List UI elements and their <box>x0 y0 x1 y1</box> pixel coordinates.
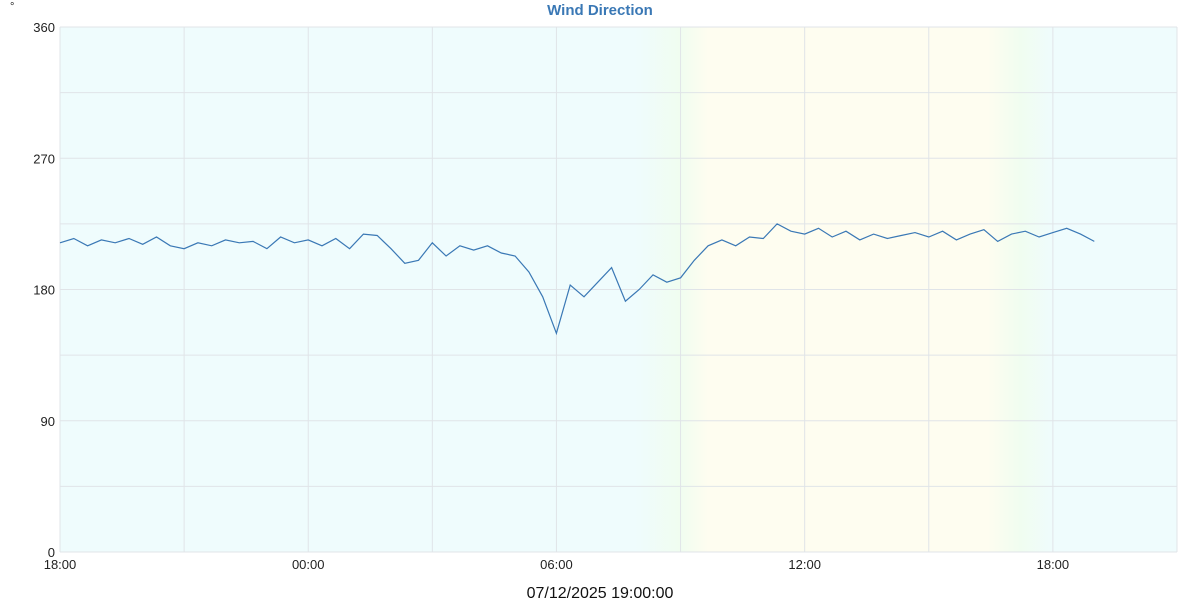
y-axis-ticks: 0 90 180 270 360 <box>33 20 55 560</box>
x-tick-label: 12:00 <box>788 557 821 572</box>
x-tick-label: 18:00 <box>1037 557 1070 572</box>
series-line <box>59 223 1095 336</box>
y-unit-label: ° <box>10 1 14 13</box>
y-tick-label: 180 <box>33 283 55 298</box>
x-tick-label: 00:00 <box>292 557 325 572</box>
y-tick-label: 360 <box>33 20 55 35</box>
x-axis-ticks: 18:00 00:00 06:00 12:00 18:00 <box>44 557 1069 572</box>
grid <box>59 26 1178 553</box>
y-tick-label: 0 <box>48 545 55 560</box>
chart-title: Wind Direction <box>547 2 653 19</box>
y-tick-label: 270 <box>33 151 55 166</box>
x-tick-label: 18:00 <box>44 557 77 572</box>
x-tick-label: 06:00 <box>540 557 573 572</box>
x-axis-label: 07/12/2025 19:00:00 <box>527 585 674 600</box>
y-tick-label: 90 <box>41 414 55 429</box>
